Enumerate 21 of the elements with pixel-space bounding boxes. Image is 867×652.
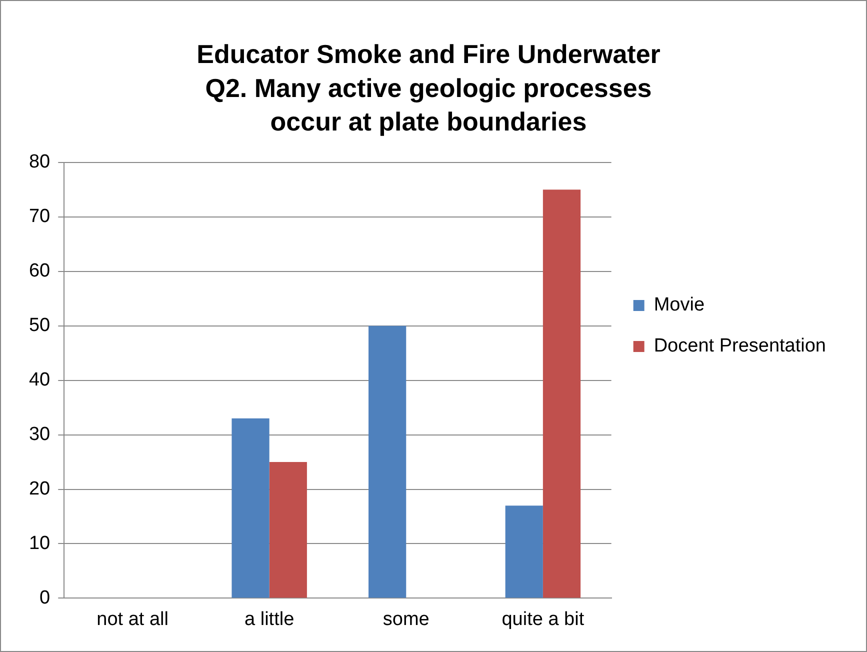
y-tick-label: 40 — [28, 370, 50, 391]
legend-label: Movie — [654, 294, 705, 316]
y-tick-label: 10 — [28, 532, 50, 554]
bar — [269, 462, 307, 598]
y-tick-label: 20 — [28, 478, 50, 500]
bar — [505, 506, 543, 598]
x-tick-label: quite a bit — [502, 608, 585, 630]
y-tick-label: 0 — [40, 587, 50, 608]
y-tick-label: 60 — [28, 260, 50, 282]
chart-title: Educator Smoke and Fire Underwater Q2. Many active geologic processes occur at plate boundaries — [196, 39, 660, 137]
bar — [542, 190, 581, 598]
y-tick-label: 80 — [28, 152, 50, 173]
y-tick-label: 70 — [28, 206, 50, 228]
bar — [368, 326, 406, 598]
y-tick-label: 30 — [28, 424, 50, 446]
legend-label: Docent Presentation — [654, 336, 826, 357]
bar — [232, 418, 270, 598]
x-tick-label: some — [382, 608, 430, 630]
x-tick-label: not at all — [96, 608, 168, 630]
x-tick-label: a little — [244, 608, 294, 630]
y-tick-label: 50 — [28, 315, 50, 336]
